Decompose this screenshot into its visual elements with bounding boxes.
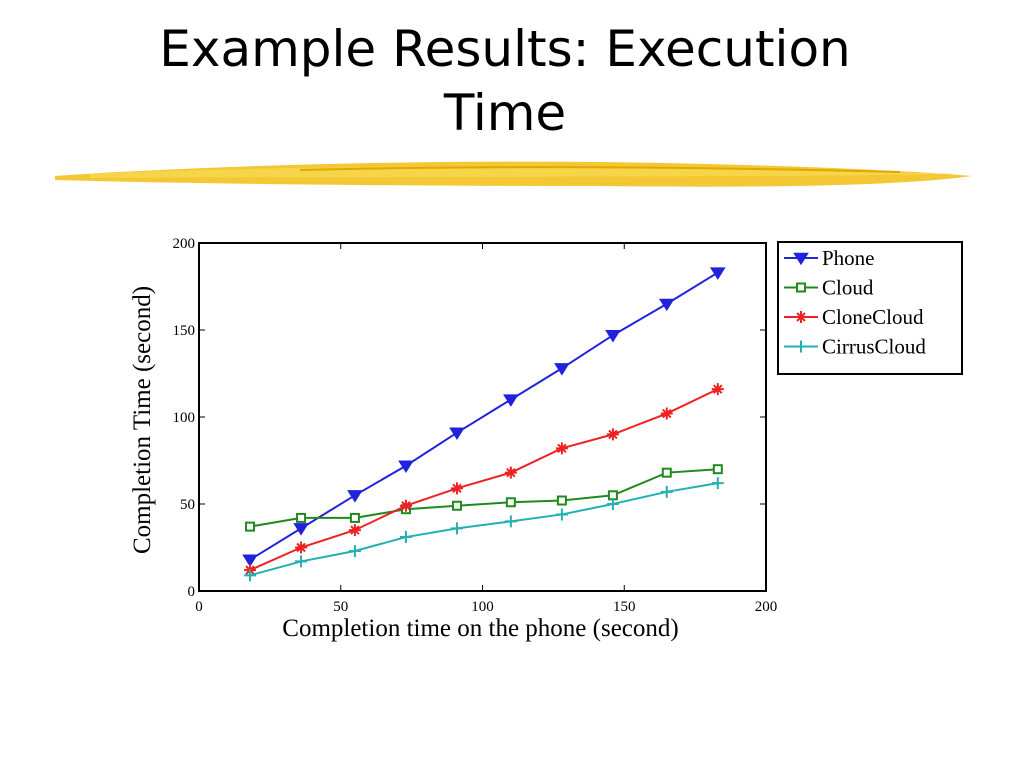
x-axis-label: Completion time on the phone (second): [282, 615, 678, 642]
series-line: [249, 482, 718, 577]
y-tick-label: 100: [173, 410, 196, 426]
marker: [295, 541, 308, 554]
legend-label: Cloud: [822, 276, 874, 300]
legend-entry: Phone: [784, 246, 875, 270]
marker: [711, 383, 724, 396]
series-line: [249, 271, 719, 561]
marker: [605, 330, 621, 343]
marker: [505, 497, 516, 508]
marker: [606, 428, 619, 441]
marker: [348, 524, 361, 537]
x-tick-label: 0: [195, 599, 203, 615]
marker: [451, 500, 462, 511]
chart: 0 50 100 150 200 0 50 100 150 200 Completion time …: [129, 236, 963, 642]
brush-stroke: [55, 161, 972, 187]
marker: [293, 523, 309, 536]
marker: [449, 427, 465, 440]
marker: [504, 515, 517, 528]
x-tick-label: 100: [471, 599, 494, 615]
marker: [399, 499, 412, 512]
x-tick-label: 200: [755, 599, 778, 615]
y-tick-label: 50: [180, 497, 195, 513]
series-line: [249, 388, 719, 572]
legend-marker: [796, 282, 806, 293]
marker: [348, 544, 361, 557]
legend-entry: CloneCloud: [784, 305, 924, 329]
marker: [660, 407, 673, 420]
marker: [555, 442, 568, 455]
legend-entry: CirrusCloud: [784, 335, 926, 359]
marker: [244, 569, 257, 582]
legend-label: CloneCloud: [822, 305, 924, 329]
y-tick-label: 200: [173, 236, 196, 252]
legend-frame: [777, 241, 963, 375]
x-tick-label: 150: [613, 599, 636, 615]
legend-entry: Cloud: [784, 276, 874, 300]
y-tick-label: 150: [173, 323, 196, 339]
marker: [450, 522, 463, 535]
marker: [347, 490, 363, 503]
marker: [660, 485, 673, 498]
slide-title: Example Results: Execution Time: [159, 20, 850, 142]
marker: [658, 298, 675, 312]
y-axis-label: Completion Time (second): [129, 286, 156, 554]
marker: [503, 394, 519, 407]
x-tick-label: 50: [333, 599, 348, 615]
marker: [606, 498, 619, 510]
marker: [710, 267, 726, 280]
marker: [554, 363, 570, 376]
marker: [661, 467, 672, 478]
marker: [398, 460, 414, 474]
marker: [504, 466, 517, 479]
marker: [556, 495, 567, 506]
marker: [242, 554, 258, 567]
marker: [450, 482, 463, 495]
y-tick-label: 0: [188, 584, 196, 600]
marker: [399, 531, 412, 544]
marker: [555, 508, 568, 521]
marker: [711, 477, 724, 490]
legend-label: Phone: [822, 246, 875, 270]
marker: [712, 464, 723, 475]
marker: [296, 512, 307, 523]
legend-label: CirrusCloud: [822, 335, 926, 359]
marker: [295, 555, 308, 568]
legend-marker: [795, 311, 807, 323]
marker: [245, 521, 256, 532]
series-line: [249, 468, 718, 528]
legend-marker: [795, 340, 807, 353]
legend-marker: [793, 252, 809, 266]
marker: [349, 512, 360, 523]
